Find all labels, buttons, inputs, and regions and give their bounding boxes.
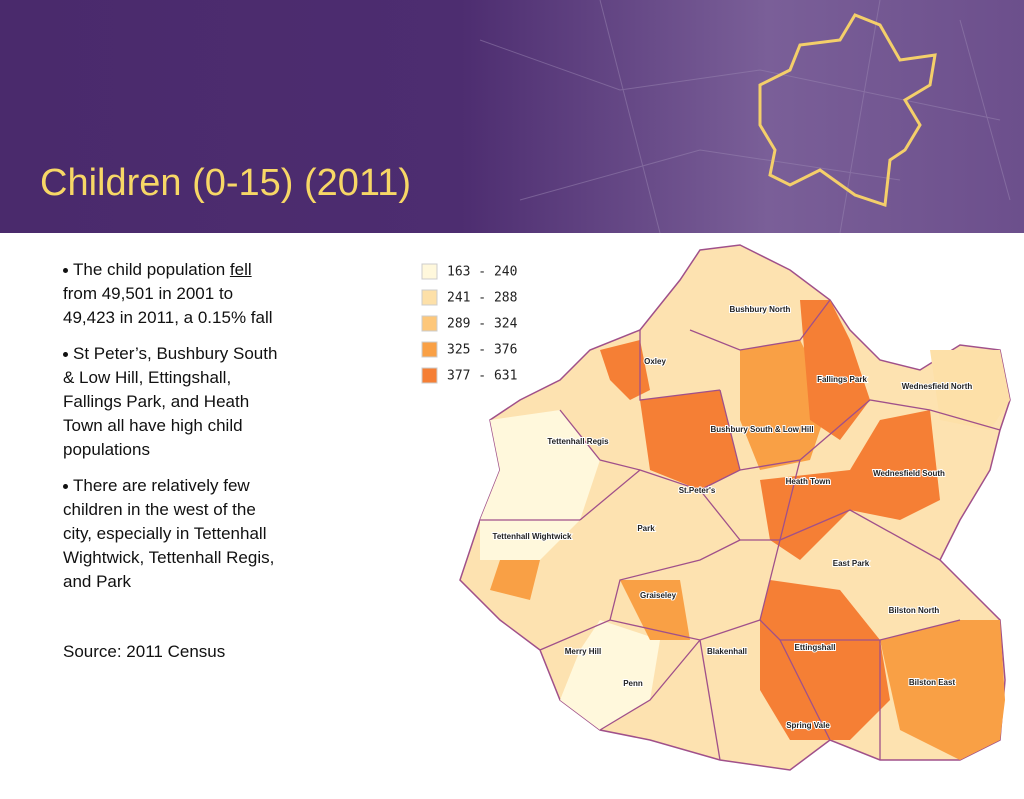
area-patch <box>760 410 940 560</box>
legend-swatch <box>421 289 438 306</box>
ward-label: Ettingshall <box>795 643 836 652</box>
legend-label: 377 - 631 <box>447 369 517 384</box>
ward-label: Tettenhall Wightwick <box>493 532 572 541</box>
legend-swatch <box>421 341 438 358</box>
area-patch <box>800 300 870 440</box>
text: The child population <box>73 260 230 279</box>
ward-label: Spring Vale <box>786 721 830 730</box>
underlined-text: fell <box>229 260 252 279</box>
ward-label: Fallings Park <box>817 375 867 384</box>
bullet: The child population fell from 49,501 in… <box>63 258 283 330</box>
header-map-roads <box>479 0 1011 233</box>
ward-label: Bilston North <box>889 606 940 615</box>
legend-label: 325 - 376 <box>447 343 517 358</box>
ward-label: Bilston East <box>909 678 956 687</box>
ward-label: St.Peter's <box>679 486 716 495</box>
area-patch <box>560 620 660 730</box>
notes: The child population fell from 49,501 in… <box>63 258 283 681</box>
map: 163 - 240 241 - 288 289 - 324 325 - 376 377 … <box>421 244 1011 771</box>
bullet-dot <box>63 352 68 358</box>
bullet-dot <box>63 484 68 490</box>
ward-labels: Bushbury North Oxley Fallings Park Wednesfi… <box>492 304 974 731</box>
ward-label: Heath Town <box>786 477 831 486</box>
bullet: There are relatively few children in the… <box>63 474 283 594</box>
legend-swatch <box>421 367 438 384</box>
ward-label: Bushbury South & Low Hill <box>710 425 813 434</box>
ward-label: Park <box>637 524 655 533</box>
area-patch <box>930 350 1010 430</box>
ward-label: Wednesfield South <box>873 469 945 478</box>
map-body <box>459 244 1011 771</box>
area-patch <box>490 560 540 600</box>
ward-label: Bushbury North <box>730 305 791 314</box>
ward-label: Penn <box>623 679 643 688</box>
area-patch <box>880 620 1005 760</box>
header-banner <box>0 0 1024 233</box>
area-patch <box>620 580 690 640</box>
bullet: St Peter’s, Bushbury South & Low Hill, E… <box>63 342 283 462</box>
legend-swatch <box>421 315 438 332</box>
ward-label: East Park <box>833 559 870 568</box>
text: St Peter’s, Bushbury South & Low Hill, E… <box>63 344 278 459</box>
ward-label: Wednesfield North <box>902 382 973 391</box>
ward-label: Blakenhall <box>707 647 747 656</box>
legend-label: 289 - 324 <box>447 317 518 332</box>
text: There are relatively few children in the… <box>63 476 275 591</box>
ward-label: Merry Hill <box>565 647 601 656</box>
legend: 163 - 240 241 - 288 289 - 324 325 - 376 377 … <box>421 263 518 384</box>
ward-label: Tettenhall Regis <box>547 437 609 446</box>
legend-label: 241 - 288 <box>447 291 517 306</box>
area-patch <box>600 340 650 400</box>
ward-boundaries <box>480 299 1001 761</box>
ward-label: Oxley <box>644 357 666 366</box>
area-patch <box>760 580 890 740</box>
area-patch <box>640 390 740 490</box>
legend-swatch <box>421 263 438 280</box>
text: from 49,501 in 2001 to 49,423 in 2011, a… <box>63 284 273 327</box>
slide-title: Children (0-15) (2011) <box>40 162 412 204</box>
source: Source: 2011 Census <box>63 642 226 661</box>
ward-label: Graiseley <box>640 591 677 600</box>
bullet-dot <box>63 268 68 274</box>
city-outline <box>758 13 937 208</box>
legend-label: 163 - 240 <box>447 265 517 280</box>
area-patch <box>480 410 600 560</box>
